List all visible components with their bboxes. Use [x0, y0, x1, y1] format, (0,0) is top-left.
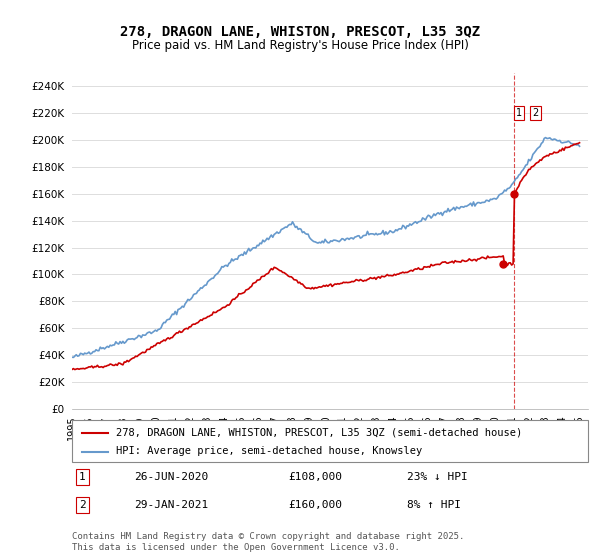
Text: 278, DRAGON LANE, WHISTON, PRESCOT, L35 3QZ: 278, DRAGON LANE, WHISTON, PRESCOT, L35 …: [120, 25, 480, 39]
Text: 1: 1: [515, 108, 521, 118]
Text: 2: 2: [79, 500, 86, 510]
Text: Contains HM Land Registry data © Crown copyright and database right 2025.
This d: Contains HM Land Registry data © Crown c…: [72, 532, 464, 552]
Text: Price paid vs. HM Land Registry's House Price Index (HPI): Price paid vs. HM Land Registry's House …: [131, 39, 469, 52]
Text: 1: 1: [79, 472, 86, 482]
Text: 278, DRAGON LANE, WHISTON, PRESCOT, L35 3QZ (semi-detached house): 278, DRAGON LANE, WHISTON, PRESCOT, L35 …: [116, 428, 522, 437]
FancyBboxPatch shape: [72, 420, 588, 462]
Text: 29-JAN-2021: 29-JAN-2021: [134, 500, 208, 510]
Text: 26-JUN-2020: 26-JUN-2020: [134, 472, 208, 482]
Text: £160,000: £160,000: [289, 500, 343, 510]
Text: 23% ↓ HPI: 23% ↓ HPI: [407, 472, 468, 482]
Text: HPI: Average price, semi-detached house, Knowsley: HPI: Average price, semi-detached house,…: [116, 446, 422, 456]
Text: 8% ↑ HPI: 8% ↑ HPI: [407, 500, 461, 510]
Text: £108,000: £108,000: [289, 472, 343, 482]
Text: 2: 2: [532, 108, 539, 118]
